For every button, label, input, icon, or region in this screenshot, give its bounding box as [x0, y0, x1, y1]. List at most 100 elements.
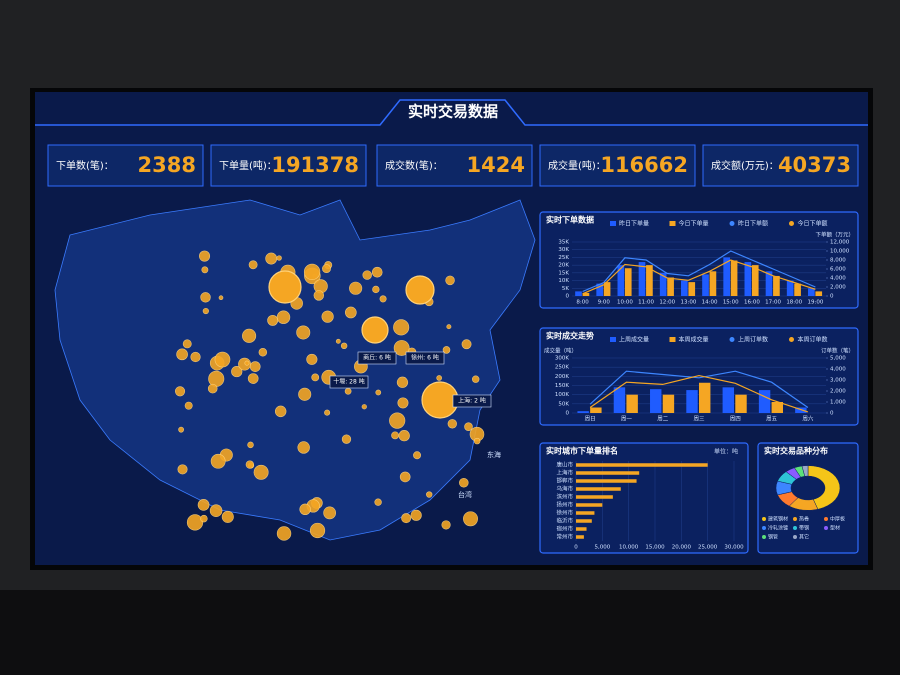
x-tick-label: 12:00 — [659, 300, 675, 306]
legend-swatch — [729, 337, 735, 342]
x-tick-label: 0 — [574, 545, 578, 551]
bar — [576, 519, 592, 523]
bar — [659, 272, 667, 296]
bar — [582, 292, 590, 296]
panel — [757, 442, 859, 554]
y2-tick-label: 6,000 — [830, 267, 846, 273]
kpi-label: 下单数(笔)： — [56, 159, 114, 172]
legend-label: 上周成交量 — [619, 336, 649, 344]
legend-label: 本周订单数 — [798, 336, 828, 344]
x-tick-label: 周四 — [730, 416, 741, 423]
bar — [576, 511, 595, 515]
legend-swatch — [610, 337, 616, 342]
map-dot — [374, 498, 382, 506]
map-dot — [296, 325, 311, 340]
kpi-box — [210, 144, 367, 187]
legend-label: 建筑钢材 — [768, 516, 788, 523]
bar — [576, 487, 621, 491]
y2-tick-label: 12,000 — [830, 240, 850, 246]
y2-tick-label: 4,000 — [830, 367, 846, 373]
x-tick-label: 14:00 — [702, 300, 718, 306]
kpi-label: 成交额(万元)： — [711, 159, 779, 172]
legend-swatch — [789, 337, 794, 342]
line — [589, 370, 809, 408]
x-tick-label: 17:00 — [765, 300, 781, 306]
bar — [686, 390, 698, 413]
y-tick-label: 200K — [555, 374, 569, 380]
map-dot — [182, 339, 192, 349]
legend-label: 上周订单数 — [738, 336, 768, 344]
legend-swatch — [824, 517, 828, 521]
map-callout: 十堰: 28 吨 — [333, 378, 364, 386]
x-tick-label: 18:00 — [786, 300, 802, 306]
kpi-box — [47, 144, 204, 187]
map-dot — [446, 324, 452, 330]
y-tick-label: 宿州市 — [556, 525, 573, 533]
map-dot — [309, 522, 326, 539]
x-tick-label: 19:00 — [807, 300, 823, 306]
map-dot — [210, 453, 226, 469]
unit-label: 单位：吨 — [714, 448, 738, 456]
bar — [638, 262, 646, 296]
bar — [771, 402, 784, 413]
legend-label: 钢管 — [768, 534, 778, 541]
line — [582, 250, 816, 293]
bar — [576, 479, 637, 483]
y2-tick-label: 4,000 — [830, 276, 846, 282]
x-tick-label: 周一 — [621, 416, 633, 423]
map-dot — [461, 339, 472, 350]
legend-label: 今日下单量 — [679, 220, 709, 228]
bar — [576, 495, 613, 499]
map-dot — [322, 264, 331, 274]
y-tick-label: 唐山市 — [556, 461, 573, 469]
x-tick-label: 15:00 — [723, 300, 739, 306]
map-dot — [362, 270, 372, 280]
map-dot — [459, 477, 469, 488]
map-callout: 徐州: 6 吨 — [411, 354, 439, 362]
map-dot — [190, 351, 201, 363]
legend-label: 冷轧涂镀 — [768, 525, 788, 532]
map-dot — [221, 510, 234, 523]
legend-swatch — [793, 535, 797, 539]
map-dot — [248, 260, 258, 270]
bar — [773, 275, 780, 296]
kpi-label: 成交数(笔)： — [385, 159, 443, 172]
kpi-label: 下单量(吨)： — [219, 159, 277, 172]
legend-swatch — [669, 337, 676, 342]
map-dot — [345, 306, 357, 319]
map-dot — [436, 375, 442, 381]
map-dot — [197, 499, 210, 511]
x-tick-label: 13:00 — [680, 300, 696, 306]
kpi-box — [539, 144, 696, 187]
legend-label: 其它 — [799, 534, 809, 541]
bar — [576, 463, 708, 467]
bar — [603, 282, 611, 296]
x-tick-label: 16:00 — [744, 300, 760, 306]
bar — [596, 283, 604, 296]
map-callout: 商丘: 6 吨 — [363, 354, 391, 362]
y2-tick-label: 2,000 — [830, 285, 846, 291]
bar — [576, 535, 584, 539]
map-dot — [276, 310, 291, 324]
x-tick-label: 11:00 — [638, 300, 654, 306]
x-tick-label: 8:00 — [576, 300, 589, 306]
bar — [702, 274, 709, 296]
map-dot — [249, 361, 261, 372]
bar — [613, 387, 626, 413]
panel-title: 实时交易品种分布 — [764, 446, 828, 456]
map-dot — [201, 266, 209, 274]
map-dot — [231, 365, 243, 378]
map-dot — [393, 340, 410, 356]
map-dot — [245, 460, 254, 469]
bar — [735, 394, 747, 413]
legend-label: 型材 — [830, 525, 840, 532]
y2-tick-label: 2,000 — [830, 389, 846, 395]
map-dot — [214, 351, 231, 368]
x-tick-label: 9:00 — [598, 300, 611, 306]
bar — [758, 390, 771, 413]
map-hub — [268, 270, 302, 304]
kpi-value: 191378 — [271, 153, 359, 177]
map-dot — [276, 255, 282, 261]
map-dot — [207, 383, 218, 394]
bar — [751, 265, 759, 296]
